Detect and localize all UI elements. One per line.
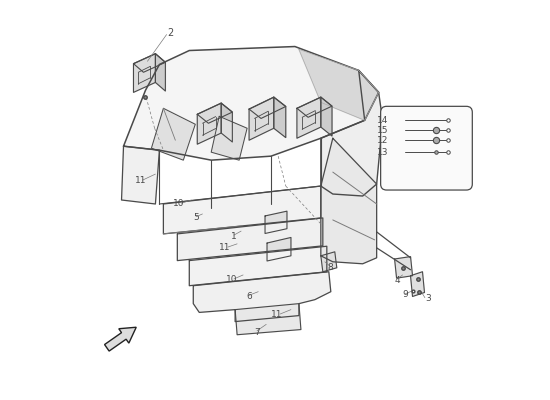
Text: 11: 11 <box>271 310 283 319</box>
Polygon shape <box>211 116 247 160</box>
Text: 13: 13 <box>377 148 389 157</box>
Text: 9: 9 <box>403 290 408 299</box>
Polygon shape <box>299 49 378 120</box>
Polygon shape <box>321 97 332 136</box>
Text: 1: 1 <box>231 232 237 241</box>
Polygon shape <box>189 246 327 286</box>
Polygon shape <box>321 252 337 272</box>
Polygon shape <box>177 218 323 260</box>
Polygon shape <box>297 97 321 138</box>
Polygon shape <box>265 211 287 234</box>
Polygon shape <box>156 54 166 91</box>
Polygon shape <box>193 272 331 322</box>
Polygon shape <box>197 103 232 123</box>
Polygon shape <box>122 146 160 204</box>
Polygon shape <box>321 70 383 196</box>
Polygon shape <box>321 138 377 264</box>
Text: 12: 12 <box>377 136 389 145</box>
Polygon shape <box>410 272 425 296</box>
Text: 11: 11 <box>135 176 146 185</box>
Text: 4: 4 <box>394 276 400 285</box>
Polygon shape <box>394 257 412 278</box>
Polygon shape <box>267 238 291 261</box>
Text: 2: 2 <box>167 28 174 38</box>
Polygon shape <box>151 108 195 160</box>
Text: 10: 10 <box>173 200 185 208</box>
Polygon shape <box>134 54 166 72</box>
Text: 6: 6 <box>246 292 252 301</box>
Polygon shape <box>235 304 301 335</box>
Text: 10: 10 <box>226 275 237 284</box>
Text: 15: 15 <box>377 126 389 135</box>
Text: 3: 3 <box>426 294 431 303</box>
Polygon shape <box>221 103 232 142</box>
Polygon shape <box>197 103 221 144</box>
Text: 5: 5 <box>193 214 199 222</box>
Text: 7: 7 <box>254 328 260 337</box>
Polygon shape <box>297 97 332 117</box>
Polygon shape <box>163 186 321 234</box>
FancyBboxPatch shape <box>381 106 472 190</box>
Polygon shape <box>249 97 286 118</box>
Polygon shape <box>134 54 156 92</box>
Polygon shape <box>274 97 286 138</box>
Text: 8: 8 <box>328 263 333 272</box>
Polygon shape <box>124 46 378 160</box>
Text: 11: 11 <box>219 243 230 252</box>
Polygon shape <box>249 97 274 140</box>
Polygon shape <box>104 327 136 351</box>
Text: 14: 14 <box>377 116 389 125</box>
